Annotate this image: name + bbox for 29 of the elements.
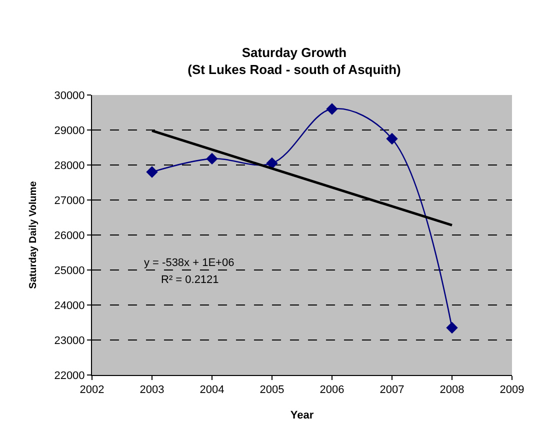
y-tick-label: 24000 bbox=[54, 300, 85, 312]
y-tick-label: 28000 bbox=[54, 160, 85, 172]
point bbox=[386, 132, 398, 145]
y-tick-label: 26000 bbox=[54, 230, 85, 242]
chart-title: Saturday Growth bbox=[242, 45, 347, 60]
point bbox=[446, 322, 458, 334]
y-tick-label: 27000 bbox=[54, 194, 85, 207]
point bbox=[206, 152, 218, 165]
y-tick-label: 23000 bbox=[54, 334, 85, 347]
point bbox=[146, 166, 158, 178]
x-tick-label: 2002 bbox=[80, 384, 104, 396]
y-tick-label: 25000 bbox=[54, 264, 85, 277]
point bbox=[326, 103, 338, 115]
annotation: R² = 0.2121 bbox=[161, 274, 219, 286]
y-tick-label: 30000 bbox=[54, 90, 85, 102]
y-tick-label: 29000 bbox=[54, 124, 85, 137]
y-tick-label: 22000 bbox=[54, 370, 85, 382]
chart-subtitle: (St Lukes Road - south of Asquith) bbox=[188, 62, 401, 77]
annotation: y = -538x + 1E+06 bbox=[144, 257, 234, 269]
x-tick-label: 2006 bbox=[320, 384, 344, 396]
y-axis-title: Saturday Daily Volume bbox=[28, 180, 40, 289]
x-tick-label: 2009 bbox=[500, 384, 524, 396]
x-tick-label: 2005 bbox=[260, 384, 284, 396]
x-tick-label: 2007 bbox=[380, 384, 404, 396]
x-tick-label: 2008 bbox=[440, 384, 464, 396]
point bbox=[266, 157, 278, 170]
x-tick-label: 2003 bbox=[140, 384, 164, 396]
x-axis-title: Year bbox=[290, 409, 314, 422]
x-tick-label: 2004 bbox=[200, 384, 224, 396]
